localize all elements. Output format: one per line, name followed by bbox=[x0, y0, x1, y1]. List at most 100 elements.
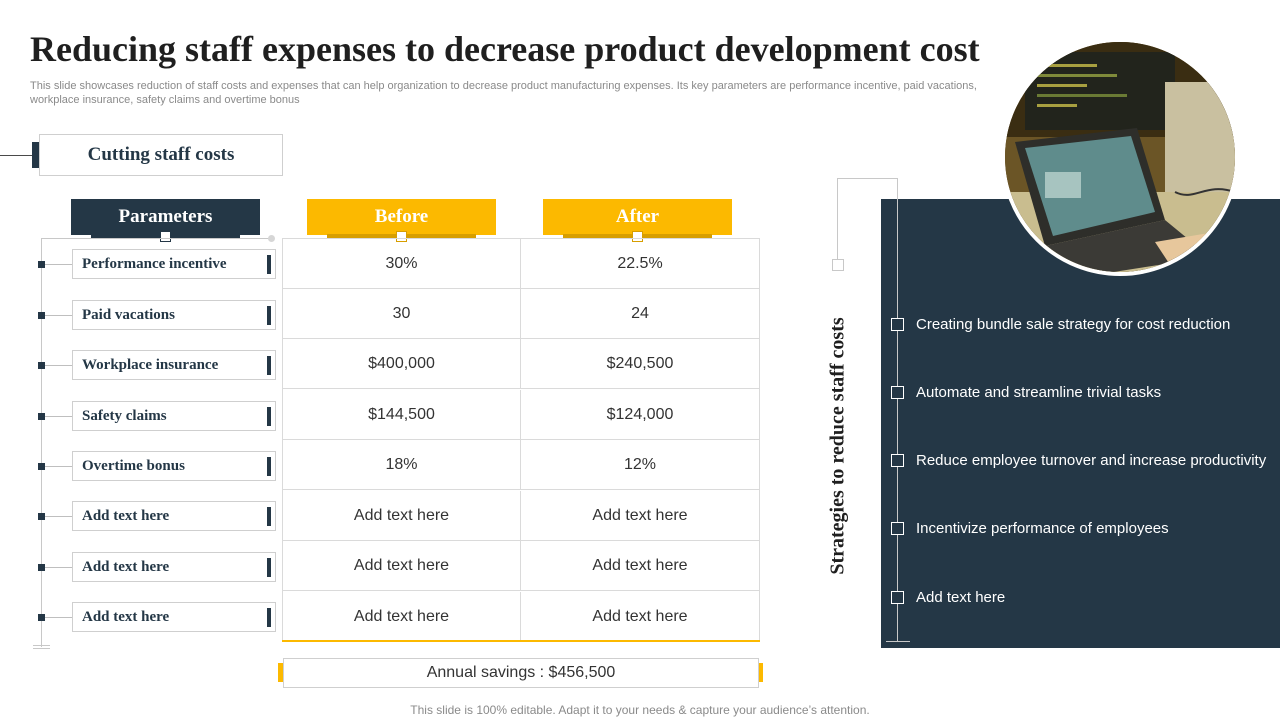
bullet-square-icon bbox=[38, 463, 45, 470]
parameter-row: Add text here bbox=[38, 501, 278, 531]
checkbox-square-icon bbox=[891, 590, 904, 604]
table-bottom-line bbox=[282, 640, 760, 642]
laptop-photo-icon bbox=[1001, 38, 1239, 276]
label-accent bbox=[267, 255, 271, 274]
before-cell: Add text here bbox=[283, 592, 521, 642]
parameter-text: Add text here bbox=[82, 508, 170, 524]
label-accent bbox=[267, 507, 271, 526]
strategies-heading: Strategies to reduce staff costs bbox=[826, 317, 849, 575]
parameter-text: Paid vacations bbox=[82, 307, 175, 323]
parameter-label: Add text here bbox=[72, 552, 276, 582]
annual-savings: Annual savings : $456,500 bbox=[283, 658, 759, 688]
before-cell: 30% bbox=[283, 239, 521, 289]
after-cell: Add text here bbox=[592, 608, 688, 625]
parameter-label: Add text here bbox=[72, 602, 276, 632]
strategy-text: Creating bundle sale strategy for cost r… bbox=[916, 315, 1231, 333]
savings-accent-right bbox=[758, 663, 763, 682]
label-accent bbox=[267, 558, 271, 577]
header-after: After bbox=[543, 199, 732, 235]
strategy-item: Creating bundle sale strategy for cost r… bbox=[891, 315, 1231, 333]
parameters-top-line bbox=[41, 238, 271, 239]
strategy-item: Incentivize performance of employees bbox=[891, 519, 1169, 537]
header-parameters-marker bbox=[160, 231, 171, 242]
laptop-photo-art bbox=[1005, 42, 1235, 272]
strategies-panel bbox=[881, 199, 1280, 648]
bullet-square-icon bbox=[38, 261, 45, 268]
parameters-base bbox=[33, 645, 50, 649]
after-cell: $124,000 bbox=[521, 390, 759, 440]
strategy-text: Automate and streamline trivial tasks bbox=[916, 383, 1162, 401]
strategy-text: Incentivize performance of employees bbox=[916, 519, 1169, 537]
after-cell: 24 bbox=[521, 289, 759, 339]
row-connector bbox=[45, 365, 72, 366]
before-cell: Add text here bbox=[283, 541, 521, 591]
parameter-text: Add text here bbox=[82, 609, 170, 625]
checkbox-square-icon bbox=[891, 453, 904, 467]
bullet-square-icon bbox=[38, 362, 45, 369]
label-accent bbox=[267, 356, 271, 375]
strategies-spine bbox=[897, 178, 898, 642]
page-title: Reducing staff expenses to decrease prod… bbox=[30, 29, 980, 69]
row-connector bbox=[45, 466, 72, 467]
parameter-row: Paid vacations bbox=[38, 300, 278, 330]
parameter-text: Overtime bonus bbox=[82, 458, 185, 474]
parameter-row: Workplace insurance bbox=[38, 350, 278, 380]
parameter-row: Overtime bonus bbox=[38, 451, 278, 481]
row-connector bbox=[45, 567, 72, 568]
after-cell: 22.5% bbox=[521, 239, 759, 289]
bullet-square-icon bbox=[38, 513, 45, 520]
checkbox-square-icon bbox=[891, 385, 904, 399]
parameter-row: Performance incentive bbox=[38, 249, 278, 279]
comparison-table: 30% 22.5% 30 24 $400,000 $240,500 $144,5… bbox=[282, 238, 760, 642]
section-label: Cutting staff costs bbox=[39, 134, 283, 176]
row-connector bbox=[45, 416, 72, 417]
bullet-square-icon bbox=[38, 312, 45, 319]
strategies-bracket-left bbox=[837, 178, 838, 259]
parameters-spine bbox=[41, 238, 42, 647]
before-cell: 30 bbox=[283, 289, 521, 339]
before-cell: $144,500 bbox=[283, 390, 521, 440]
parameter-label: Safety claims bbox=[72, 401, 276, 431]
row-connector bbox=[45, 516, 72, 517]
label-accent bbox=[267, 306, 271, 325]
parameter-row: Safety claims bbox=[38, 401, 278, 431]
strategy-text: Reduce employee turnover and increase pr… bbox=[916, 451, 1267, 469]
header-before: Before bbox=[307, 199, 496, 235]
parameter-label: Add text here bbox=[72, 501, 276, 531]
parameter-text: Add text here bbox=[82, 559, 170, 575]
header-parameters: Parameters bbox=[71, 199, 260, 235]
strategy-text: Add text here bbox=[916, 588, 1006, 606]
parameter-row: Add text here bbox=[38, 552, 278, 582]
strategies-bracket-top bbox=[837, 178, 898, 179]
parameter-text: Safety claims bbox=[82, 408, 167, 424]
label-accent bbox=[267, 407, 271, 426]
bullet-square-icon bbox=[38, 413, 45, 420]
row-connector bbox=[45, 264, 72, 265]
checkbox-square-icon bbox=[891, 521, 904, 535]
page-subtitle: This slide showcases reduction of staff … bbox=[30, 80, 977, 106]
parameter-label: Workplace insurance bbox=[72, 350, 276, 380]
parameter-text: Workplace insurance bbox=[82, 357, 219, 373]
parameter-text: Performance incentive bbox=[82, 256, 227, 272]
checkbox-square-icon bbox=[891, 317, 904, 331]
strategy-item: Reduce employee turnover and increase pr… bbox=[891, 451, 1267, 469]
parameters-top-dot bbox=[268, 235, 275, 242]
parameter-label: Performance incentive bbox=[72, 249, 276, 279]
bullet-square-icon bbox=[38, 614, 45, 621]
savings-accent-left bbox=[278, 663, 283, 682]
after-cell: Add text here bbox=[521, 491, 759, 541]
parameter-row: Add text here bbox=[38, 602, 278, 632]
before-cell: $400,000 bbox=[283, 339, 521, 389]
after-cell: $240,500 bbox=[521, 339, 759, 389]
header-before-marker bbox=[396, 231, 407, 242]
before-cell: 18% bbox=[283, 440, 521, 490]
parameter-label: Paid vacations bbox=[72, 300, 276, 330]
strategy-item: Add text here bbox=[891, 588, 1006, 606]
strategies-bracket-square bbox=[832, 259, 844, 271]
after-cell: Add text here bbox=[521, 541, 759, 591]
section-connector bbox=[0, 155, 34, 156]
header-after-marker bbox=[632, 231, 643, 242]
strategies-base bbox=[886, 641, 910, 642]
parameter-label: Overtime bonus bbox=[72, 451, 276, 481]
section-tab bbox=[32, 142, 40, 168]
